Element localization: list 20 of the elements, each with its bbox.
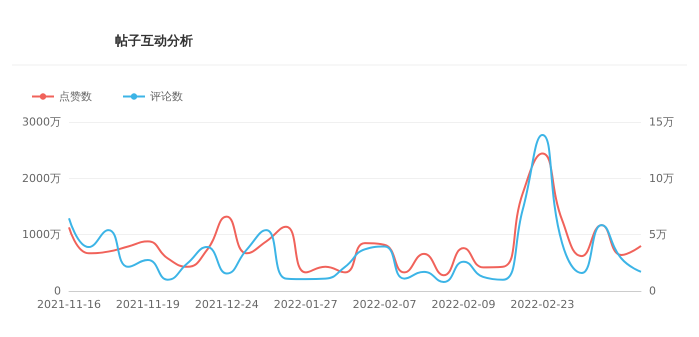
x-tick-label: 2021-11-19: [116, 298, 180, 311]
y2-tick-label: 10万: [649, 172, 674, 185]
x-tick-label: 2022-02-09: [432, 298, 496, 311]
line-series: [68, 152, 642, 276]
x-tick-label: 2022-02-07: [352, 298, 417, 311]
y-tick-label: 3000万: [22, 116, 61, 128]
y-tick-label: 2000万: [22, 172, 61, 185]
y2-tick-label: 0: [649, 284, 656, 298]
x-tick-label: 2022-02-23: [510, 298, 574, 311]
y-tick-label: 1000万: [22, 228, 61, 242]
x-tick-label: 2021-12-24: [194, 298, 259, 311]
y2-tick-label: 15万: [649, 116, 674, 128]
legend-label: 点赞数: [59, 90, 92, 103]
line-series: [68, 134, 642, 283]
y2-tick-label: 5万: [649, 228, 667, 242]
y-tick-label: 0: [54, 284, 61, 298]
chart-title: 帖子互动分析: [115, 34, 193, 49]
x-tick-label: 2022-01-27: [274, 298, 338, 311]
x-tick-label: 2021-11-16: [37, 298, 101, 311]
legend-label: 评论数: [150, 90, 183, 103]
